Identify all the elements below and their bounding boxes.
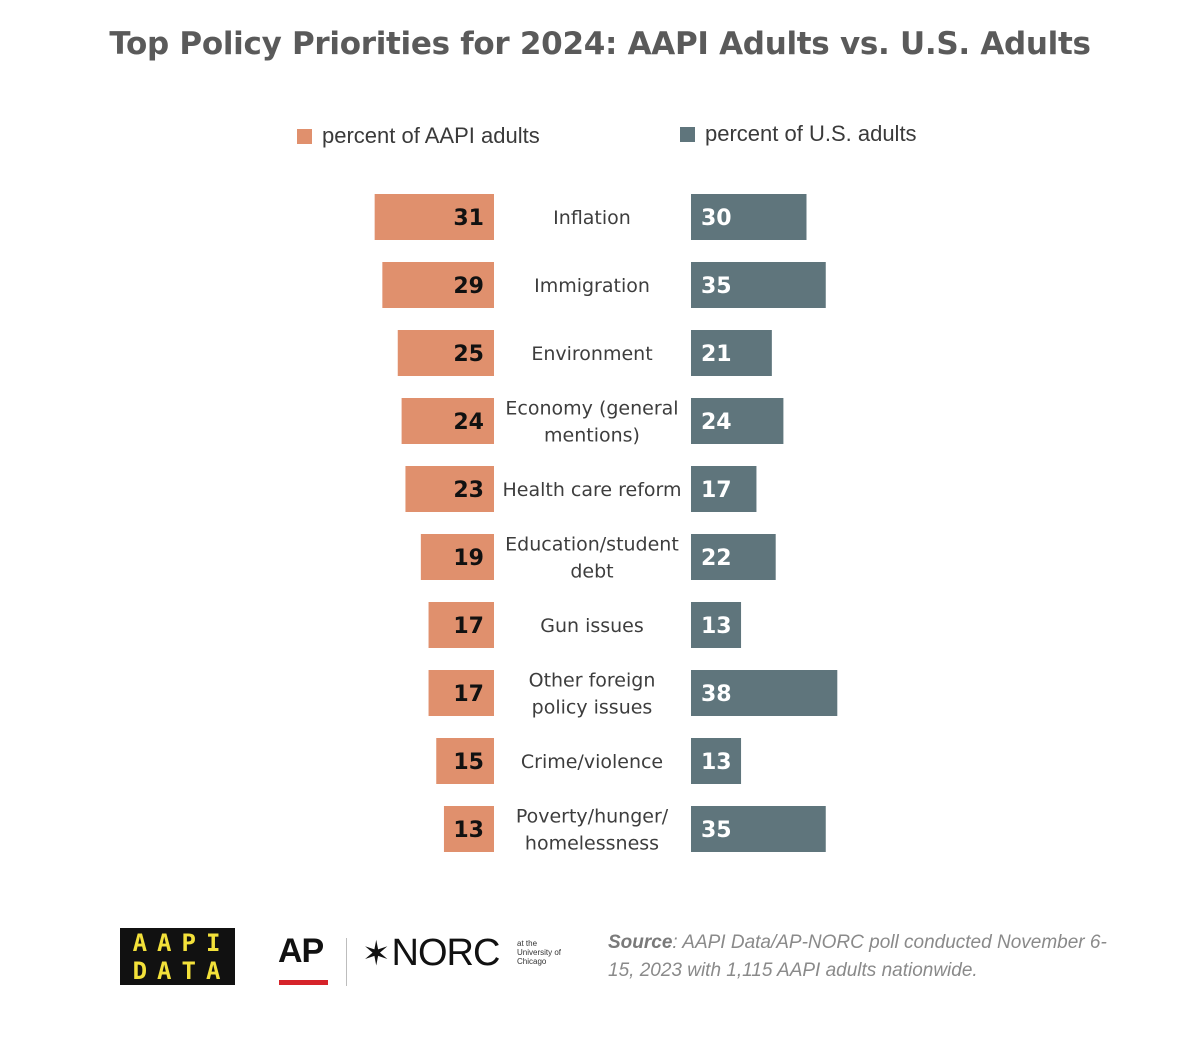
- us-bar: [691, 602, 742, 648]
- source-note: Source: AAPI Data/AP-NORC poll conducted…: [608, 929, 1128, 985]
- aapi-value-label: 17: [453, 614, 484, 639]
- us-value-label: 30: [701, 206, 732, 231]
- norc-subtitle: at the University of Chicago: [517, 939, 577, 966]
- aapi-value-label: 13: [453, 818, 484, 843]
- category-label: Education/student: [505, 534, 679, 556]
- us-bar: [691, 738, 742, 784]
- category-label: Inflation: [553, 207, 631, 229]
- diverging-bar-chart: 31 30 Inflation 29 35 Immigration 25 21 Environm…: [374, 194, 838, 855]
- aapi-value-label: 25: [453, 342, 484, 367]
- category-label: Economy (general: [505, 398, 678, 420]
- aapi-bar: [428, 670, 494, 716]
- aapi-bar: [405, 466, 494, 512]
- aapi-bar: [420, 534, 494, 580]
- chart-title: Top Policy Priorities for 2024: AAPI Adu…: [109, 26, 1091, 62]
- logo-divider: [346, 938, 347, 986]
- aapi-value-label: 31: [453, 206, 484, 231]
- legend-aapi-swatch: [297, 128, 312, 144]
- category-label: Other foreign: [529, 670, 656, 692]
- aapi-bar: [436, 738, 494, 784]
- us-bar: [691, 330, 772, 376]
- us-value-label: 13: [701, 614, 732, 639]
- norc-sub-line3: Chicago: [517, 957, 547, 966]
- aapi-logo-line2: DATA: [132, 957, 231, 985]
- us-value-label: 35: [701, 274, 732, 299]
- legend-aapi-label: percent of AAPI adults: [322, 123, 540, 148]
- us-bar: [691, 194, 807, 240]
- aapi-bar: [374, 194, 494, 240]
- us-bar: [691, 466, 757, 512]
- us-value-label: 38: [701, 682, 732, 707]
- us-bar: [691, 534, 776, 580]
- category-label: Gun issues: [540, 615, 644, 637]
- aapi-value-label: 15: [453, 750, 484, 775]
- category-label: homelessness: [525, 833, 659, 855]
- us-value-label: 17: [701, 478, 732, 503]
- aapi-bar: [382, 262, 494, 308]
- source-label: Source: [608, 932, 673, 953]
- legend-us-label: percent of U.S. adults: [705, 121, 917, 146]
- aapi-bar: [428, 602, 494, 648]
- norc-star-icon: ✶: [362, 934, 390, 973]
- category-label: Environment: [531, 343, 652, 365]
- category-label: Crime/violence: [521, 751, 663, 773]
- category-label: Immigration: [534, 275, 650, 297]
- us-value-label: 24: [701, 410, 732, 435]
- category-label: mentions): [544, 425, 640, 447]
- us-bar: [691, 262, 826, 308]
- legend-us: percent of U.S. adults: [680, 121, 917, 147]
- aapi-value-label: 17: [453, 682, 484, 707]
- us-bar: [691, 670, 838, 716]
- norc-sub-line2: University of: [517, 948, 562, 957]
- source-text: : AAPI Data/AP-NORC poll conducted Novem…: [608, 932, 1107, 981]
- ap-logo: AP: [278, 932, 324, 970]
- aapi-data-logo: AAPI DATA: [120, 928, 235, 985]
- us-value-label: 21: [701, 342, 732, 367]
- us-bar: [691, 806, 826, 852]
- us-value-label: 22: [701, 546, 732, 571]
- aapi-value-label: 19: [453, 546, 484, 571]
- category-label: policy issues: [532, 697, 653, 719]
- us-bar: [691, 398, 784, 444]
- norc-logo-text: NORC: [391, 932, 501, 974]
- legend-us-swatch: [680, 126, 695, 142]
- category-label: Poverty/hunger/: [516, 806, 669, 828]
- category-label: Health care reform: [502, 479, 681, 501]
- aapi-logo-line1: AAPI: [132, 929, 231, 957]
- category-label: debt: [570, 561, 613, 583]
- norc-sub-line1: at the: [517, 939, 538, 948]
- us-value-label: 13: [701, 750, 732, 775]
- aapi-bar: [397, 330, 494, 376]
- norc-logo: ✶ NORC: [362, 932, 501, 975]
- aapi-value-label: 23: [453, 478, 484, 503]
- legend-aapi: percent of AAPI adults: [297, 123, 540, 149]
- us-value-label: 35: [701, 818, 732, 843]
- aapi-value-label: 24: [453, 410, 484, 435]
- aapi-bar: [443, 806, 494, 852]
- aapi-bar: [401, 398, 494, 444]
- aapi-value-label: 29: [453, 274, 484, 299]
- ap-logo-underline: [279, 980, 328, 985]
